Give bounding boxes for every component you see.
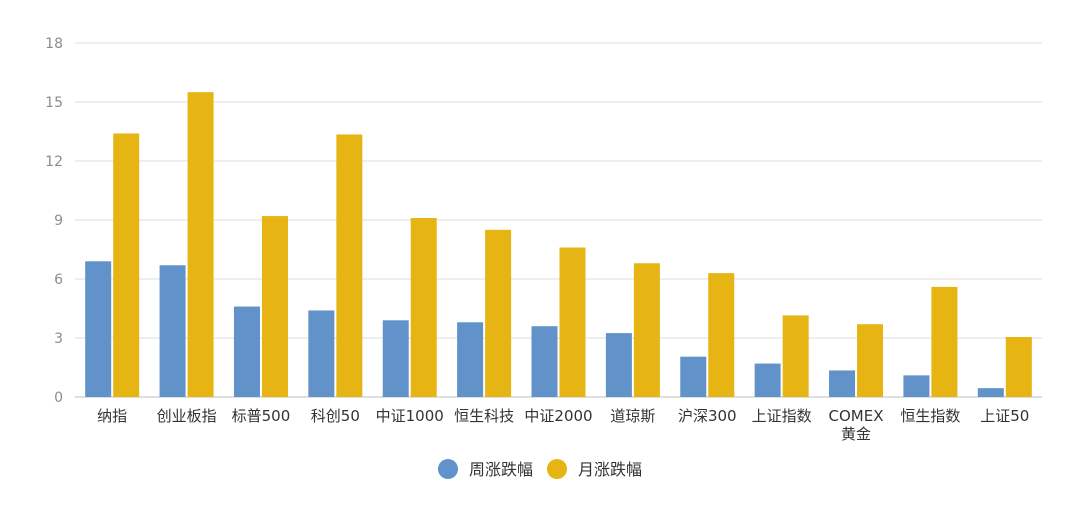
x-tick-label: 中证2000 xyxy=(524,407,592,425)
bar-monthly xyxy=(336,134,363,397)
bar-monthly xyxy=(1005,337,1032,397)
x-tick-label: 道琼斯 xyxy=(610,407,655,425)
bar-weekly xyxy=(308,310,335,397)
legend-marker xyxy=(547,459,567,479)
bar-weekly xyxy=(754,363,781,397)
y-tick-label: 12 xyxy=(45,154,63,170)
x-tick-label: 上证指数 xyxy=(752,407,812,425)
bar-weekly xyxy=(85,261,112,397)
legend: 周涨跌幅 月涨跌幅 xyxy=(438,459,642,479)
bar-weekly xyxy=(977,388,1004,397)
bar-monthly xyxy=(782,315,809,397)
bar-monthly xyxy=(187,92,214,398)
x-axis-labels: 纳指 创业板指 标普500 科创50 中证1000 恒生科技 中证2000 道琼斯 沪深300 上… xyxy=(97,407,1029,443)
y-tick-label: 15 xyxy=(45,95,63,111)
bar-monthly xyxy=(113,133,140,397)
bar-weekly xyxy=(159,265,186,397)
bar-weekly xyxy=(531,326,558,397)
bar-monthly xyxy=(633,263,660,397)
bar-weekly xyxy=(680,356,707,397)
x-tick-label: 科创50 xyxy=(311,407,360,425)
legend-label: 月涨跌幅 xyxy=(578,460,642,479)
bar-weekly xyxy=(829,370,856,397)
legend-label: 周涨跌幅 xyxy=(469,460,533,479)
bar-weekly xyxy=(457,322,484,397)
x-tick-label: 上证50 xyxy=(980,407,1029,425)
legend-item[interactable]: 月涨跌幅 xyxy=(547,459,642,479)
bar-monthly xyxy=(485,229,512,397)
bars xyxy=(85,92,1032,398)
y-tick-label: 9 xyxy=(54,213,63,229)
bar-monthly xyxy=(559,247,586,397)
bar-weekly xyxy=(903,375,930,397)
legend-item[interactable]: 周涨跌幅 xyxy=(438,459,533,479)
gridlines xyxy=(75,42,1042,398)
x-tick-label: COMEX xyxy=(829,407,884,425)
x-tick-label: 标普500 xyxy=(232,407,291,425)
bar-weekly xyxy=(382,320,409,397)
bar-weekly xyxy=(605,333,632,397)
bar-monthly xyxy=(410,218,437,397)
y-tick-label: 18 xyxy=(45,36,63,52)
bar-monthly xyxy=(857,324,884,397)
x-tick-label: 恒生科技 xyxy=(454,407,514,425)
legend-marker xyxy=(438,459,458,479)
x-tick-label: 沪深300 xyxy=(678,407,737,425)
bar-monthly xyxy=(931,286,958,397)
x-tick-label: 中证1000 xyxy=(376,407,444,425)
y-axis-ticks: 0 3 6 9 12 15 18 xyxy=(45,36,63,406)
y-tick-label: 3 xyxy=(54,331,63,347)
y-tick-label: 6 xyxy=(54,272,63,288)
bar-monthly xyxy=(708,273,735,397)
x-tick-label: 恒生指数 xyxy=(900,407,960,425)
bar-weekly xyxy=(233,306,260,397)
y-tick-label: 0 xyxy=(54,390,63,406)
x-tick-label: 纳指 xyxy=(97,407,127,425)
bar-monthly xyxy=(261,216,288,397)
x-tick-label: 创业板指 xyxy=(157,407,217,425)
x-tick-label: 黄金 xyxy=(841,425,871,443)
